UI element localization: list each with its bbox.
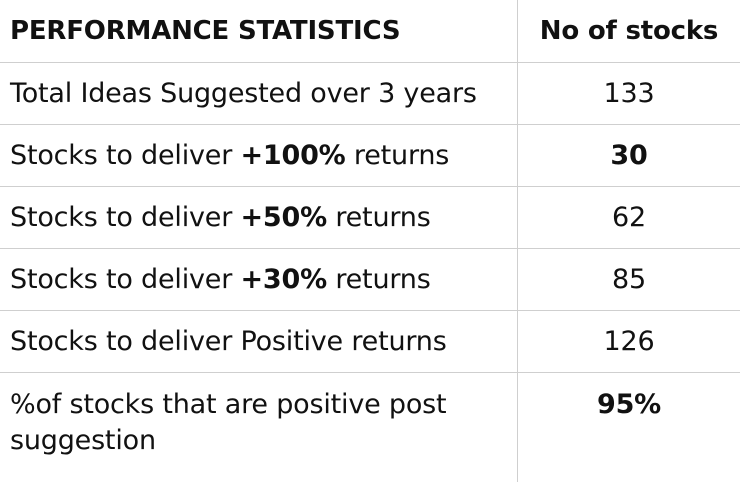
row-label: %of stocks that are positive post sugges… bbox=[0, 373, 517, 482]
table-row: Stocks to deliver Positive returns 126 bbox=[0, 311, 740, 373]
row-label: Stocks to deliver +50% returns bbox=[0, 187, 517, 249]
row-value: 85 bbox=[517, 249, 740, 311]
row-label-text: Stocks to deliver bbox=[10, 202, 241, 233]
column-header-count: No of stocks bbox=[517, 0, 740, 63]
row-value: 62 bbox=[517, 187, 740, 249]
column-header-statistic: PERFORMANCE STATISTICS bbox=[0, 0, 517, 63]
row-value: 133 bbox=[517, 63, 740, 125]
table-row: Total Ideas Suggested over 3 years 133 bbox=[0, 63, 740, 125]
row-label: Stocks to deliver Positive returns bbox=[0, 311, 517, 373]
row-label-text: Stocks to deliver bbox=[10, 264, 241, 295]
row-label-suffix: returns bbox=[327, 202, 431, 233]
row-label-text: Stocks to deliver Positive returns bbox=[10, 326, 447, 357]
row-label: Stocks to deliver +100% returns bbox=[0, 125, 517, 187]
table-row: Stocks to deliver +100% returns 30 bbox=[0, 125, 740, 187]
row-label-highlight: +50% bbox=[241, 202, 327, 233]
row-label-suffix: returns bbox=[346, 140, 450, 171]
row-label-highlight: +30% bbox=[241, 264, 327, 295]
row-label: Stocks to deliver +30% returns bbox=[0, 249, 517, 311]
row-value: 30 bbox=[517, 125, 740, 187]
row-label-text: %of stocks that are positive post sugges… bbox=[10, 389, 446, 456]
row-label-text: Stocks to deliver bbox=[10, 140, 241, 171]
row-value: 126 bbox=[517, 311, 740, 373]
table-row: %of stocks that are positive post sugges… bbox=[0, 373, 740, 482]
row-label: Total Ideas Suggested over 3 years bbox=[0, 63, 517, 125]
table-row: Stocks to deliver +30% returns 85 bbox=[0, 249, 740, 311]
row-label-suffix: returns bbox=[327, 264, 431, 295]
row-label-highlight: +100% bbox=[241, 140, 346, 171]
row-value: 95% bbox=[517, 373, 740, 482]
row-label-text: Total Ideas Suggested over 3 years bbox=[10, 78, 477, 109]
table-row: Stocks to deliver +50% returns 62 bbox=[0, 187, 740, 249]
table-header-row: PERFORMANCE STATISTICS No of stocks bbox=[0, 0, 740, 63]
